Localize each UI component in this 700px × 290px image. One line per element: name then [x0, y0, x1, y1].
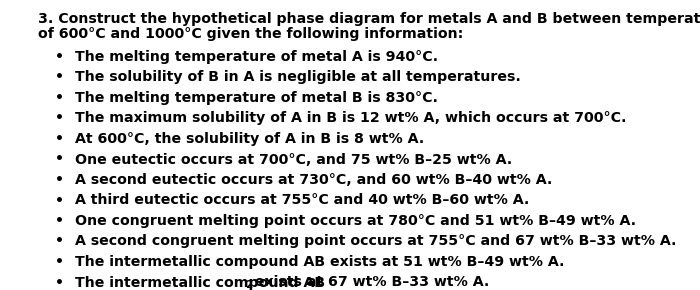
- Text: A third eutectic occurs at 755°C and 40 wt% B–60 wt% A.: A third eutectic occurs at 755°C and 40 …: [75, 193, 529, 208]
- Text: •: •: [55, 173, 64, 187]
- Text: The melting temperature of metal B is 830°C.: The melting temperature of metal B is 83…: [75, 91, 438, 105]
- Text: •: •: [55, 255, 64, 269]
- Text: •: •: [55, 193, 64, 208]
- Text: •: •: [55, 70, 64, 84]
- Text: •: •: [55, 111, 64, 126]
- Text: of 600°C and 1000°C given the following information:: of 600°C and 1000°C given the following …: [38, 27, 463, 41]
- Text: One eutectic occurs at 700°C, and 75 wt% B–25 wt% A.: One eutectic occurs at 700°C, and 75 wt%…: [75, 153, 512, 166]
- Text: A second congruent melting point occurs at 755°C and 67 wt% B–33 wt% A.: A second congruent melting point occurs …: [75, 235, 676, 249]
- Text: The intermetallic compound AB exists at 51 wt% B–49 wt% A.: The intermetallic compound AB exists at …: [75, 255, 564, 269]
- Text: At 600°C, the solubility of A in B is 8 wt% A.: At 600°C, the solubility of A in B is 8 …: [75, 132, 424, 146]
- Text: •: •: [55, 235, 64, 249]
- Text: One congruent melting point occurs at 780°C and 51 wt% B–49 wt% A.: One congruent melting point occurs at 78…: [75, 214, 636, 228]
- Text: The intermetallic compound AB: The intermetallic compound AB: [75, 276, 325, 289]
- Text: The solubility of B in A is negligible at all temperatures.: The solubility of B in A is negligible a…: [75, 70, 521, 84]
- Text: •: •: [55, 214, 64, 228]
- Text: 2: 2: [245, 280, 252, 289]
- Text: •: •: [55, 50, 64, 64]
- Text: The melting temperature of metal A is 940°C.: The melting temperature of metal A is 94…: [75, 50, 438, 64]
- Text: •: •: [55, 276, 64, 289]
- Text: A second eutectic occurs at 730°C, and 60 wt% B–40 wt% A.: A second eutectic occurs at 730°C, and 6…: [75, 173, 552, 187]
- Text: 3. Construct the hypothetical phase diagram for metals A and B between temperatu: 3. Construct the hypothetical phase diag…: [38, 12, 700, 26]
- Text: The maximum solubility of A in B is 12 wt% A, which occurs at 700°C.: The maximum solubility of A in B is 12 w…: [75, 111, 626, 126]
- Text: •: •: [55, 132, 64, 146]
- Text: •: •: [55, 91, 64, 105]
- Text: •: •: [55, 153, 64, 166]
- Text: exists at 67 wt% B–33 wt% A.: exists at 67 wt% B–33 wt% A.: [250, 276, 489, 289]
